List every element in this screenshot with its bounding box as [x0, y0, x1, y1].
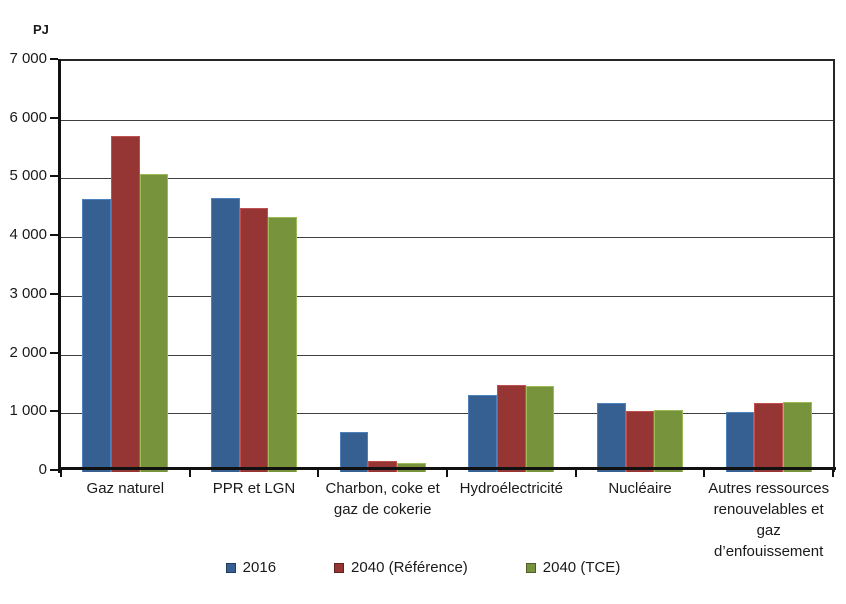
y-tick-label-1000: 1 000: [9, 402, 47, 420]
y-tick-label-2000: 2 000: [9, 343, 47, 361]
y-tick-6000: [50, 116, 58, 119]
x-tick-0: [60, 470, 62, 477]
y-tick-2000: [50, 351, 58, 354]
category-label-Gaz naturel: Gaz naturel: [86, 480, 165, 497]
legend-swatch-icon: [525, 562, 536, 573]
bar-2016-Nucléaire: [597, 403, 626, 472]
bar-2040 (Référence)-PPR et LGN: [239, 207, 269, 472]
y-tick-label-3000: 3 000: [9, 284, 47, 302]
legend-label: 2040 (Référence): [351, 559, 468, 576]
y-tick-3000: [50, 292, 58, 295]
bar-2040 (TCE)-Autres ressources: [782, 402, 812, 472]
legend-item-2016: 2016: [225, 559, 277, 576]
bar-2040 (TCE)-Hydroélectricité: [525, 385, 555, 472]
x-tick-3: [446, 470, 448, 477]
legend-swatch-icon: [225, 562, 236, 573]
gridline-5000: [61, 178, 833, 180]
bar-2016-Gaz naturel: [82, 198, 112, 472]
legend-item-2040 (Référence): 2040 (Référence): [334, 559, 468, 576]
bar-2040 (Référence)-Charbon, coke et: [368, 461, 397, 472]
category-label-Charbon, coke et: Charbon, coke et gaz de cokerie: [325, 480, 440, 518]
bar-2040 (Référence)-Nucléaire: [625, 410, 655, 472]
legend-label: 2016: [242, 559, 277, 576]
bar-2040 (TCE)-Gaz naturel: [139, 174, 169, 472]
bar-2016-PPR et LGN: [211, 197, 240, 472]
y-tick-0: [50, 469, 58, 471]
bar-2040 (TCE)-Nucléaire: [654, 410, 683, 472]
category-label-PPR et LGN: PPR et LGN: [212, 480, 296, 497]
bar-2016-Hydroélectricité: [468, 394, 498, 472]
bar-2040 (Référence)-Gaz naturel: [111, 135, 140, 472]
x-axis-line: [58, 467, 836, 470]
y-tick-label-4000: 4 000: [9, 226, 47, 244]
x-tick-1: [188, 470, 191, 477]
bar-2040 (Référence)-Hydroélectricité: [497, 385, 526, 472]
gridline-6000: [61, 119, 833, 121]
x-tick-6: [832, 470, 834, 477]
y-tick-label-6000: 6 000: [9, 108, 47, 126]
y-tick-label-5000: 5 000: [9, 167, 47, 185]
category-label-Autres ressources: Autres ressources renouvelables et gaz d…: [708, 480, 830, 560]
y-tick-label-7000: 7 000: [9, 50, 47, 67]
y-tick-5000: [50, 175, 58, 178]
legend-item-2040 (TCE): 2040 (TCE): [525, 559, 621, 576]
x-tick-2: [317, 470, 320, 477]
y-tick-1000: [50, 410, 58, 413]
y-tick-4000: [50, 234, 58, 237]
bar-2040 (TCE)-PPR et LGN: [268, 217, 297, 472]
gridline-4000: [61, 237, 833, 239]
bar-2016-Charbon, coke et: [339, 432, 369, 472]
y-axis-unit-label: PJ: [33, 22, 49, 37]
plot-area: [61, 59, 835, 472]
chart-legend: 2016 2040 (Référence) 2040 (TCE): [0, 559, 846, 576]
category-label-Hydroélectricité: Hydroélectricité: [459, 480, 564, 497]
y-tick-label-0: 0: [38, 461, 47, 478]
legend-swatch-icon: [334, 562, 345, 573]
category-label-Nucléaire: Nucléaire: [608, 480, 672, 497]
legend-label: 2040 (TCE): [542, 559, 621, 576]
bar-2040 (Référence)-Autres ressources: [754, 403, 783, 472]
gridline-3000: [61, 295, 833, 297]
y-axis-line: [58, 59, 61, 473]
gridline-1000: [61, 413, 833, 415]
bar-2016-Autres ressources: [725, 412, 755, 472]
x-tick-4: [574, 470, 577, 477]
y-tick-7000: [50, 58, 58, 60]
x-tick-5: [703, 470, 706, 477]
gridline-2000: [61, 354, 833, 356]
